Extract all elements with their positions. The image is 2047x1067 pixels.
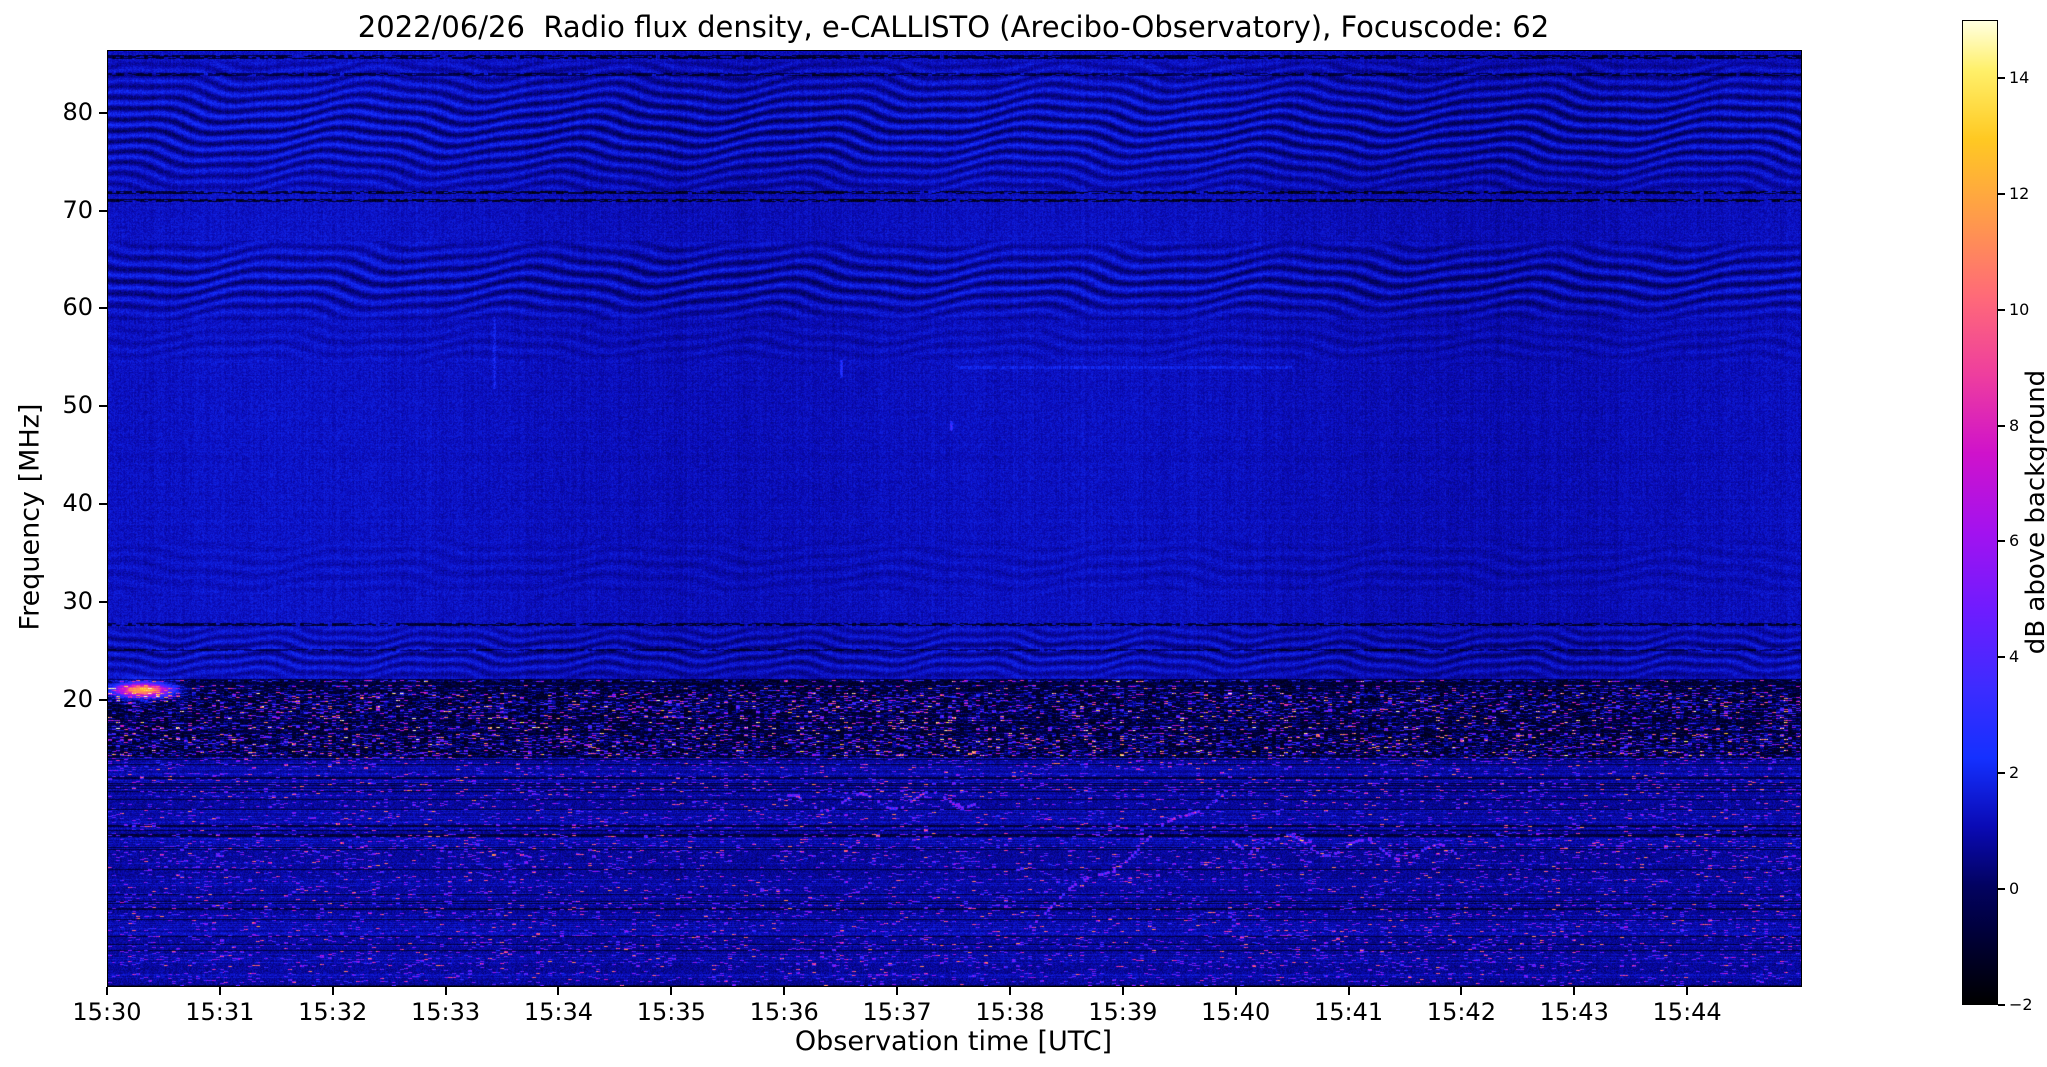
x-tick-mark [896,987,899,995]
y-tick-label: 20 [62,684,93,713]
colorbar-tick-mark [1998,424,2005,427]
y-tick-mark [99,307,107,310]
x-tick-label: 15:37 [862,998,932,1026]
y-tick-mark [99,111,107,114]
x-tick-label: 15:30 [72,998,142,1026]
x-tick-label: 15:34 [523,998,594,1026]
x-tick-label: 15:33 [411,998,481,1026]
x-tick-label: 15:44 [1652,998,1722,1026]
y-tick-mark [99,600,107,603]
colorbar-tick-label: 2 [2009,763,2020,783]
x-tick-label: 15:43 [1539,998,1609,1026]
x-tick-mark [1573,987,1576,995]
colorbar-tick-mark [1998,888,2005,891]
x-tick-mark [783,987,786,995]
colorbar-tick-mark [1998,76,2005,79]
x-tick-label: 15:31 [185,998,255,1026]
colorbar-tick-label: 10 [2009,299,2030,319]
x-tick-label: 15:41 [1313,998,1384,1026]
colorbar-label: dB above background [2021,369,2047,655]
colorbar [1962,20,1998,1005]
x-tick-mark [218,987,221,995]
x-tick-mark [1234,987,1237,995]
x-tick-label: 15:40 [1201,998,1271,1026]
x-tick-label: 15:42 [1426,998,1496,1026]
colorbar-tick-label: 4 [2009,647,2020,667]
y-tick-label: 80 [62,97,93,126]
plot-area [107,50,1802,987]
x-tick-label: 15:36 [749,998,819,1026]
x-tick-mark [1347,987,1350,995]
x-tick-mark [331,987,334,995]
x-tick-mark [444,987,447,995]
colorbar-tick-label: 0 [2009,879,2020,899]
x-tick-label: 15:35 [636,998,706,1026]
colorbar-tick-mark [1998,656,2005,659]
x-axis-label: Observation time [UTC] [794,1026,1113,1057]
x-tick-mark [557,987,560,995]
y-tick-label: 30 [62,586,93,615]
colorbar-tick-label: 14 [2009,67,2030,87]
y-tick-label: 70 [62,195,93,224]
y-tick-label: 60 [62,293,93,322]
y-tick-mark [99,698,107,701]
x-tick-label: 15:38 [975,998,1045,1026]
chart-title: 2022/06/26 Radio flux density, e-CALLIST… [357,10,1550,44]
x-tick-label: 15:39 [1088,998,1158,1026]
x-tick-mark [1460,987,1463,995]
y-tick-mark [99,405,107,408]
colorbar-tick-mark [1998,192,2005,195]
colorbar-tick-label: 6 [2009,531,2020,551]
x-tick-mark [670,987,673,995]
colorbar-tick-mark [1998,1004,2005,1006]
colorbar-tick-label: 12 [2009,183,2030,203]
y-tick-mark [99,209,107,212]
x-tick-mark [1121,987,1124,995]
colorbar-tick-mark [1998,308,2005,311]
x-tick-label: 15:32 [298,998,368,1026]
y-tick-mark [99,503,107,506]
y-tick-label: 40 [62,489,93,518]
colorbar-tick-label: −2 [2009,995,2033,1014]
x-tick-mark [1686,987,1689,995]
x-tick-mark [106,987,108,995]
colorbar-tick-label: 8 [2009,415,2020,435]
colorbar-tick-mark [1998,540,2005,543]
y-tick-label: 50 [62,391,93,420]
x-tick-mark [1008,987,1011,995]
colorbar-tick-mark [1998,772,2005,775]
spectrogram-canvas [108,51,1801,986]
